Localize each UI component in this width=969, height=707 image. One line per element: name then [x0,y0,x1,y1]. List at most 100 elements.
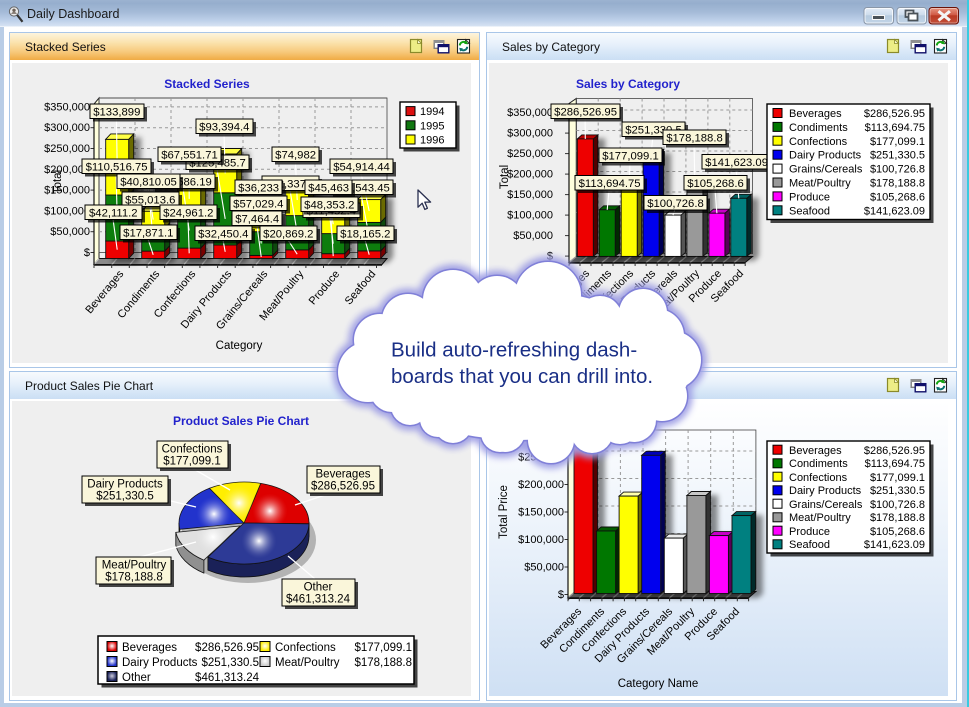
svg-text:Beverages: Beverages [789,445,842,457]
svg-text:Confections: Confections [789,136,848,148]
svg-text:1994: 1994 [420,106,444,118]
svg-text:$286,526.95: $286,526.95 [554,106,617,118]
svg-text:$177,099.1: $177,099.1 [602,150,659,162]
svg-text:$105,268.6: $105,268.6 [870,191,925,203]
svg-text:Dairy Products: Dairy Products [789,485,862,497]
svg-text:$113,694.75: $113,694.75 [579,178,641,190]
svg-text:$150,000: $150,000 [507,189,553,201]
svg-text:$141,623.09: $141,623.09 [705,157,768,169]
svg-text:$141,623.09: $141,623.09 [864,539,925,551]
svg-text:$100,726.8: $100,726.8 [647,198,704,210]
svg-text:$286,526.95: $286,526.95 [864,108,925,120]
svg-text:Seafood: Seafood [789,205,830,217]
svg-text:$200,000: $200,000 [507,169,553,181]
svg-text:$286,526.95: $286,526.95 [311,481,375,493]
svg-text:$67,551.71: $67,551.71 [161,149,218,161]
svg-text:Meat/Poultry: Meat/Poultry [102,560,167,572]
svg-text:$177,099.1: $177,099.1 [163,456,221,468]
svg-text:$178,188.8: $178,188.8 [870,178,925,190]
svg-text:$93,394.4: $93,394.4 [199,121,249,133]
svg-text:Confections: Confections [162,444,223,456]
svg-text:$113,694.75: $113,694.75 [865,122,925,134]
svg-text:$251,330.5: $251,330.5 [96,491,154,503]
svg-text:$42,111.2: $42,111.2 [89,207,138,219]
svg-text:$105,268.6: $105,268.6 [687,178,744,190]
svg-text:$150,000: $150,000 [518,507,564,519]
svg-text:$48,353.2: $48,353.2 [304,199,354,211]
svg-text:$250,000: $250,000 [507,148,553,160]
svg-text:Total Price: Total Price [498,485,510,539]
svg-text:$150,000: $150,000 [44,185,90,197]
svg-text:Product Sales Pie Chart: Product Sales Pie Chart [173,414,309,428]
svg-text:$100,726.8: $100,726.8 [870,499,925,511]
svg-text:$57,029.4: $57,029.4 [233,198,283,210]
svg-text:$178,188.8: $178,188.8 [354,657,412,669]
svg-text:Meat/Poultry: Meat/Poultry [789,512,851,524]
svg-text:$350,000: $350,000 [507,107,553,119]
svg-text:$200,000: $200,000 [44,164,90,176]
svg-text:Beverages: Beverages [122,642,177,654]
svg-text:$141,623.09: $141,623.09 [864,205,925,217]
svg-text:$50,000: $50,000 [50,226,90,238]
svg-text:$17,871.1: $17,871.1 [123,227,173,239]
svg-text:$18,165.2: $18,165.2 [340,228,390,240]
svg-text:Produce: Produce [307,268,343,307]
svg-text:Meat/Poultry: Meat/Poultry [789,178,851,190]
svg-text:Stacked Series: Stacked Series [164,77,250,91]
svg-text:Beverages: Beverages [316,469,371,481]
svg-text:$100,000: $100,000 [44,205,90,217]
svg-text:$24,961.2: $24,961.2 [163,207,213,219]
svg-text:$100,726.8: $100,726.8 [870,164,925,176]
svg-text:Grains/Cereals: Grains/Cereals [789,499,863,511]
svg-text:$50,000: $50,000 [513,230,553,242]
svg-text:Other: Other [122,672,151,684]
svg-text:Build auto-refreshing dash-: Build auto-refreshing dash- [391,339,637,362]
svg-text:$: $ [558,589,564,601]
svg-text:$36,233: $36,233 [238,182,279,194]
svg-text:$40,810.05: $40,810.05 [120,176,177,188]
svg-text:Confections: Confections [789,472,848,484]
svg-text:Total: Total [499,165,511,189]
svg-text:Meat/Poultry: Meat/Poultry [275,657,340,669]
svg-text:Sales by Category: Sales by Category [576,77,680,91]
svg-text:Total: Total [52,170,64,194]
svg-text:$100,000: $100,000 [507,210,553,222]
svg-text:$74,982: $74,982 [275,149,316,161]
svg-text:$54,914.44: $54,914.44 [333,161,390,173]
svg-text:$350,000: $350,000 [44,101,90,113]
svg-text:$461,313.24: $461,313.24 [286,594,351,606]
svg-text:Other: Other [304,582,333,594]
svg-text:Category: Category [216,340,263,352]
svg-text:$7,464.4: $7,464.4 [235,213,279,225]
svg-text:1995: 1995 [420,120,444,132]
svg-text:$45,463: $45,463 [308,182,349,194]
svg-text:$20,869.2: $20,869.2 [263,228,313,240]
svg-text:$110,516.75: $110,516.75 [86,161,148,173]
svg-text:$105,268.6: $105,268.6 [870,526,925,538]
svg-text:$250,000: $250,000 [44,143,90,155]
svg-text:Condiments: Condiments [789,122,848,134]
svg-text:Condiments: Condiments [789,458,848,470]
svg-text:$251,330.5: $251,330.5 [201,657,259,669]
svg-text:$251,330.5: $251,330.5 [870,150,925,162]
svg-text:$50,000: $50,000 [524,562,564,574]
svg-text:boards that you can drill into: boards that you can drill into. [391,365,653,388]
svg-text:Confections: Confections [275,642,336,654]
svg-text:Seafood: Seafood [789,539,830,551]
svg-text:$251,330.5: $251,330.5 [870,485,925,497]
svg-text:$286,526.95: $286,526.95 [864,445,925,457]
svg-text:$177,099.1: $177,099.1 [354,642,412,654]
svg-text:1996: 1996 [420,135,444,147]
svg-text:$177,099.1: $177,099.1 [870,472,925,484]
svg-text:Produce: Produce [789,191,830,203]
svg-text:$113,694.75: $113,694.75 [865,458,925,470]
svg-text:$55,013.6: $55,013.6 [125,194,175,206]
svg-text:Dairy Products: Dairy Products [122,657,198,669]
svg-text:Category Name: Category Name [618,678,699,690]
svg-text:Seafood: Seafood [343,268,379,307]
svg-text:$300,000: $300,000 [507,128,553,140]
svg-text:Dairy Products: Dairy Products [87,479,163,491]
svg-text:$: $ [84,247,90,259]
svg-text:$100,000: $100,000 [518,534,564,546]
svg-text:$177,099.1: $177,099.1 [870,136,925,148]
